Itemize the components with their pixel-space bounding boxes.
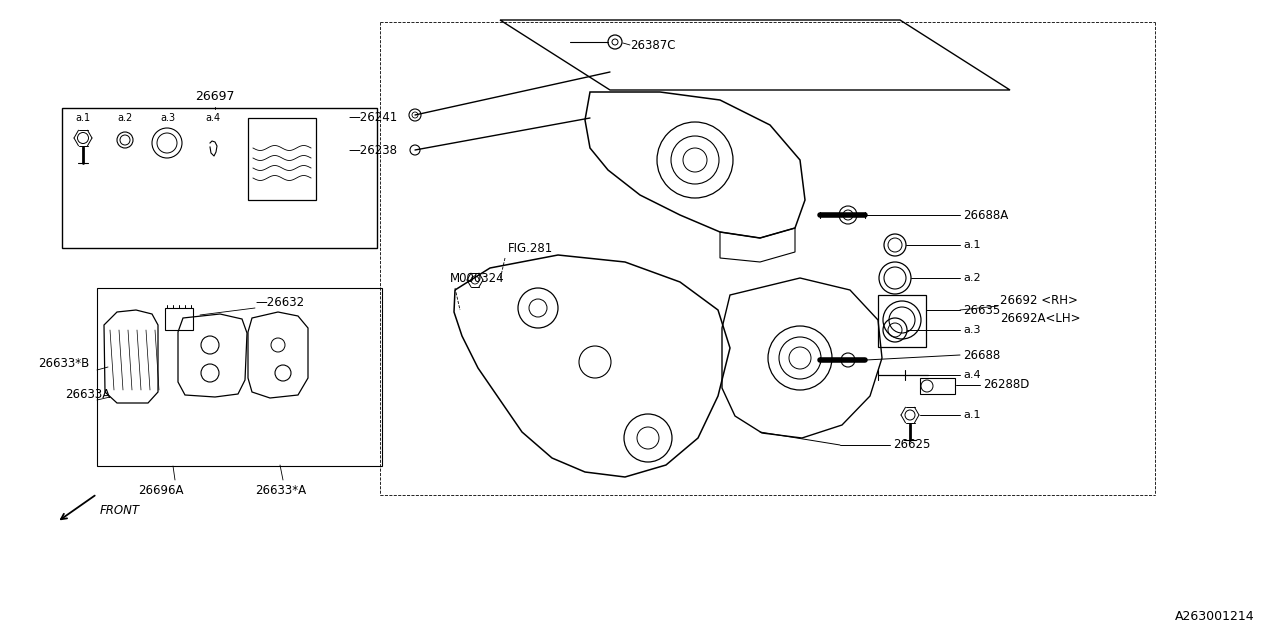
Text: 26692 <RH>: 26692 <RH> [1000, 294, 1078, 307]
Text: M000324: M000324 [451, 271, 504, 285]
Text: 26633A: 26633A [65, 388, 110, 401]
Text: a.1: a.1 [963, 240, 980, 250]
Text: 26633*B: 26633*B [38, 356, 90, 369]
Text: FRONT: FRONT [100, 504, 140, 518]
Text: 26635: 26635 [963, 303, 1000, 317]
Text: a.3: a.3 [963, 325, 980, 335]
Text: 26697: 26697 [196, 90, 234, 102]
Text: —26238: —26238 [348, 143, 397, 157]
Text: 26688: 26688 [963, 349, 1000, 362]
Text: —26241: —26241 [348, 111, 397, 124]
Text: 26288D: 26288D [983, 378, 1029, 392]
Text: a.2: a.2 [118, 113, 133, 123]
Bar [920, 378, 955, 394]
Bar [97, 288, 381, 466]
Text: a.2: a.2 [963, 273, 980, 283]
Text: 26696A: 26696A [138, 483, 183, 497]
Text: a.3: a.3 [160, 113, 175, 123]
Text: a.1: a.1 [76, 113, 91, 123]
Text: —26632: —26632 [255, 296, 305, 308]
Text: FIG.281: FIG.281 [508, 241, 553, 255]
Text: a.1: a.1 [963, 410, 980, 420]
Bar [165, 308, 193, 330]
Text: A263001214: A263001214 [1175, 611, 1254, 623]
Bar [61, 108, 378, 248]
Text: 26692A<LH>: 26692A<LH> [1000, 312, 1080, 324]
Text: a.4: a.4 [963, 370, 980, 380]
Bar [878, 295, 925, 347]
Text: 26633*A: 26633*A [255, 483, 306, 497]
Text: a.4: a.4 [205, 113, 220, 123]
Text: 26387C: 26387C [630, 38, 676, 51]
Text: 26625: 26625 [893, 438, 931, 451]
Text: 26688A: 26688A [963, 209, 1009, 221]
Bar [248, 118, 316, 200]
